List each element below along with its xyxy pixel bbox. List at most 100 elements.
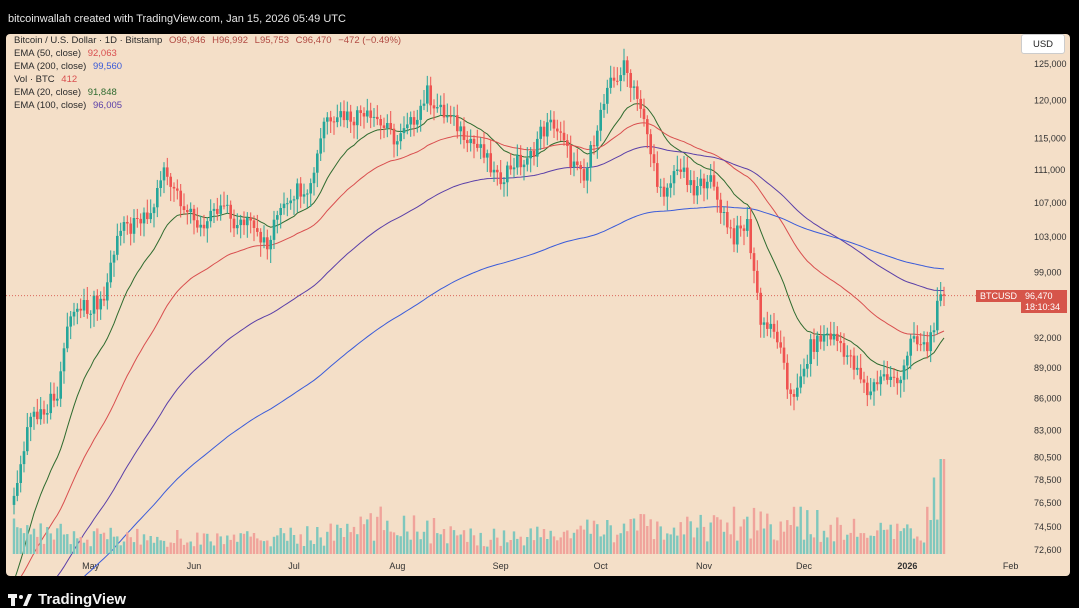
candle-body <box>699 178 702 186</box>
volume-bar <box>42 543 46 554</box>
volume-bar <box>149 536 152 554</box>
volume-bar <box>869 535 872 554</box>
candle-body <box>69 316 72 327</box>
candle-body <box>52 393 56 401</box>
candle-body <box>399 133 402 142</box>
candle-body <box>132 218 136 234</box>
candle-body <box>326 117 329 122</box>
candle-body <box>276 215 279 220</box>
indicator-value: 99,560 <box>92 61 123 72</box>
volume-bar <box>886 529 889 554</box>
volume-bar <box>726 522 729 554</box>
volume-bar <box>422 531 426 554</box>
candle-body <box>679 169 682 172</box>
volume-bar <box>649 519 652 554</box>
ema-line-50 <box>20 122 945 576</box>
candle-body <box>196 220 199 228</box>
volume-bar <box>212 545 216 554</box>
candle-body <box>372 116 376 118</box>
volume-bar <box>246 531 249 554</box>
legend-volume[interactable]: Vol · BTC 412 <box>14 73 401 86</box>
candle-body <box>159 180 162 188</box>
candle-body <box>89 313 92 315</box>
candle-body <box>302 194 306 197</box>
candle-body <box>266 237 269 250</box>
candle-body <box>226 204 229 206</box>
volume-bar <box>282 533 286 554</box>
x-tick-label: Oct <box>594 561 609 571</box>
bottom-bar <box>0 576 1079 606</box>
candle-body <box>569 145 572 168</box>
volume-bar <box>82 542 86 554</box>
volume-bar <box>226 535 229 554</box>
candle-body <box>272 219 276 240</box>
volume-bar <box>489 539 492 554</box>
currency-button[interactable]: USD <box>1021 34 1065 54</box>
volume-bar <box>106 539 109 554</box>
volume-bar <box>79 537 82 554</box>
legend-ema50[interactable]: EMA (50, close) 92,063 <box>14 47 401 60</box>
candle-body <box>822 334 826 342</box>
candle-body <box>809 339 812 364</box>
volume-bar <box>349 532 352 554</box>
volume-bar <box>732 506 736 554</box>
volume-bar <box>806 510 809 554</box>
candle-body <box>96 295 99 310</box>
volume-bar <box>762 528 766 554</box>
candle-body <box>652 154 656 164</box>
candle-body <box>842 343 846 357</box>
volume-bar <box>286 540 289 554</box>
candle-body <box>212 208 216 211</box>
legend-ema100[interactable]: EMA (100, close) 96,005 <box>14 99 401 112</box>
candle-body <box>609 77 612 88</box>
candle-body <box>169 176 172 187</box>
volume-bar <box>692 537 696 554</box>
candle-body <box>216 208 219 214</box>
candle-body <box>376 116 379 120</box>
ohlc-low: L95,753 <box>254 35 289 46</box>
legend-ema20[interactable]: EMA (20, close) 91,848 <box>14 86 401 99</box>
candle-body <box>639 98 642 109</box>
volume-bar <box>809 534 812 554</box>
legend-ema200[interactable]: EMA (200, close) 99,560 <box>14 60 401 73</box>
candle-body <box>736 225 739 245</box>
volume-bar <box>622 523 626 554</box>
volume-bar <box>776 540 779 554</box>
volume-bar <box>616 534 619 554</box>
volume-bar <box>796 526 799 554</box>
volume-bar <box>356 534 359 554</box>
candle-body <box>586 167 589 181</box>
last-price-badge: 96,470 <box>1021 290 1067 302</box>
candle-body <box>786 362 789 390</box>
y-tick-label: 80,500 <box>1034 453 1062 463</box>
volume-bar <box>862 533 866 554</box>
candle-body <box>239 219 242 226</box>
volume-bar <box>486 546 489 554</box>
volume-bar <box>722 531 726 554</box>
volume-bar <box>132 542 136 554</box>
indicator-label: EMA (100, close) <box>14 100 87 111</box>
volume-bar <box>902 528 906 554</box>
volume-bar <box>619 533 622 554</box>
volume-bar <box>849 532 852 554</box>
volume-bar <box>569 538 572 554</box>
volume-bar <box>22 533 26 554</box>
volume-bar <box>152 542 156 554</box>
volume-bar <box>799 506 802 554</box>
candle-body <box>192 208 196 221</box>
volume-bar <box>906 524 909 554</box>
candle-body <box>236 225 239 229</box>
indicator-label: EMA (20, close) <box>14 87 82 98</box>
volume-bar <box>476 545 479 554</box>
volume-bar <box>216 533 219 554</box>
volume-bar <box>566 530 569 554</box>
candle-body <box>429 85 432 106</box>
candle-body <box>836 333 839 341</box>
price-chart[interactable]: 125,000 120,000 115,000 111,000 107,000 103,0… <box>6 34 1070 576</box>
volume-bar <box>206 533 209 554</box>
indicator-label: EMA (200, close) <box>14 61 87 72</box>
candle-body <box>572 161 576 168</box>
candle-body <box>16 483 19 496</box>
chart-panel[interactable]: 125,000 120,000 115,000 111,000 107,000 103,0… <box>6 34 1070 576</box>
candle-body <box>902 365 906 380</box>
